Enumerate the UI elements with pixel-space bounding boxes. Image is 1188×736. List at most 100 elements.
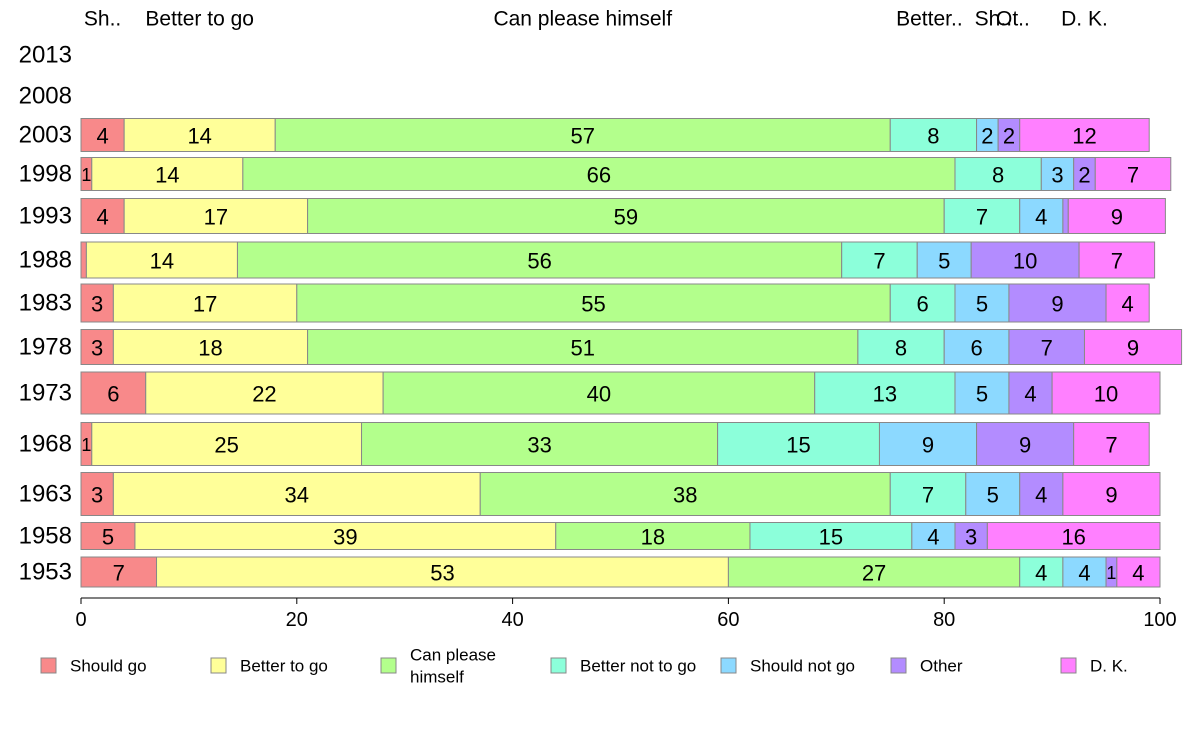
year-label: 1968 [19,431,72,458]
legend-swatch [1060,657,1077,674]
bar-value-label: 13 [873,382,897,407]
bar-segment [976,422,1075,466]
bar-segment [986,522,1161,550]
bar-segment [307,198,945,234]
legend-label: Better to go [240,657,328,676]
bar-segment [91,422,363,466]
year-label: 1998 [19,161,72,188]
bar-value-label: 1 [81,165,91,185]
bar-segment [954,371,1010,415]
bar-value-label: 2 [1078,163,1090,188]
bar-value-label: 2 [1003,124,1015,149]
legend-swatch [40,657,57,674]
bar-value-label: 57 [570,124,594,149]
bar-value-label: 10 [1013,249,1037,274]
x-tick-label: 20 [286,609,308,631]
bar-segment [954,157,1042,191]
bar-value-label: 4 [96,124,108,149]
bar-value-label: 6 [970,336,982,361]
bar-segment [1094,157,1172,191]
bar-value-label: 59 [614,205,638,230]
bar-value-label: 39 [333,525,357,550]
bar-segment [841,241,918,279]
bar-segment [889,472,967,516]
legend-label: Should go [70,657,147,676]
bar-segment [727,556,1021,588]
bar-segment [123,198,309,234]
bar-segment [1008,371,1053,415]
bar-segment [943,329,1010,365]
bar-segment [80,329,114,365]
bar-value-label: 40 [587,382,611,407]
bar-segment [814,371,956,415]
bar-value-label: 2 [981,124,993,149]
year-label: 2013 [19,42,72,69]
bar-value-label: 66 [587,163,611,188]
x-tick-label: 0 [75,609,86,631]
bar-segment [1073,422,1150,466]
bar-value-label: 4 [1024,382,1036,407]
bar-segment [80,556,158,588]
legend-label: Can please [410,646,496,665]
bar-segment [1019,198,1064,234]
bar-segment [156,556,729,588]
year-label: 1963 [19,481,72,508]
bar-segment [361,422,719,466]
bar-value-label: 3 [91,483,103,508]
bar-value-label: 4 [1035,205,1047,230]
legend-swatch [380,657,397,674]
bar-value-label: 38 [673,483,697,508]
year-label: 2003 [19,122,72,149]
bar-value-label: 12 [1072,124,1096,149]
x-tick-label: 80 [933,609,955,631]
year-label: 1988 [19,247,72,274]
bar-value-label: 8 [992,163,1004,188]
bar-segment [80,522,136,550]
bar-value-label: 5 [976,382,988,407]
bar-value-label: 17 [193,292,217,317]
bar-value-label: 15 [786,433,810,458]
bar-value-label: 53 [430,561,454,586]
year-label: 2008 [19,83,72,110]
bar-value-label: 9 [1051,292,1063,317]
bar-segment [1019,472,1064,516]
bar-value-label: 7 [976,205,988,230]
bar-segment [382,371,816,415]
bar-segment [1067,198,1166,234]
bar-value-label: 5 [102,525,114,550]
column-header-label: Sh.. [84,8,121,31]
bar-value-label: 4 [96,205,108,230]
legend-swatch [550,657,567,674]
bar-value-label: 27 [862,561,886,586]
bar-segment [1019,556,1064,588]
bar-value-label: 1 [1106,563,1116,583]
bar-value-label: 6 [916,292,928,317]
bar-segment [717,422,880,466]
bar-value-label: 18 [198,336,222,361]
legend-swatch [210,657,227,674]
bar-value-label: 22 [252,382,276,407]
bar-value-label: 18 [641,525,665,550]
bar-value-label: 5 [938,249,950,274]
bar-value-label: 7 [1041,336,1053,361]
bar-value-label: 7 [1127,163,1139,188]
bar-value-label: 5 [976,292,988,317]
x-tick-label: 40 [501,609,523,631]
bar-value-label: 9 [1105,483,1117,508]
column-header-label: Can please himself [493,8,672,31]
bar-value-label: 14 [187,124,211,149]
bar-segment [954,522,988,550]
bar-value-label: 34 [285,483,309,508]
bar-value-label: 10 [1094,382,1118,407]
legend-swatch [720,657,737,674]
bar-value-label: 9 [1019,433,1031,458]
bar-segment [954,283,1010,323]
bar-value-label: 9 [922,433,934,458]
bar-value-label: 56 [527,249,551,274]
bar-value-label: 9 [1111,205,1123,230]
bar-segment [236,241,843,279]
bar-value-label: 17 [204,205,228,230]
bar-value-label: 25 [214,433,238,458]
bar-value-label: 15 [819,525,843,550]
